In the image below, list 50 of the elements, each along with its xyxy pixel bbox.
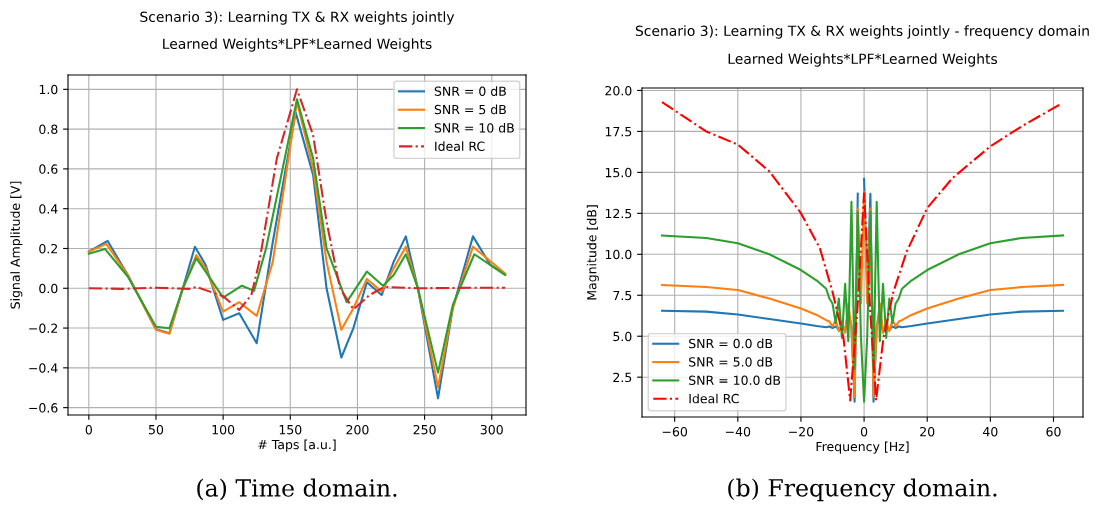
- y-axis-title: Magnitude [dB]: [586, 205, 599, 300]
- y-tick-label: −0.6: [29, 403, 58, 413]
- chart-subtitle: Learned Weights*LPF*Learned Weights: [163, 38, 432, 52]
- text: (b) Frequency domain.: [728, 478, 997, 502]
- y-tick-label: 17.5: [605, 127, 632, 137]
- y-tick-label: 5.0: [613, 331, 632, 342]
- x-tick-label: 50: [148, 424, 164, 435]
- y-tick-label: 0.8: [39, 124, 58, 135]
- x-tick-label: 100: [212, 424, 235, 435]
- legend-label: SNR = 5 dB: [434, 104, 506, 115]
- legend-label: SNR = 0.0 dB: [689, 338, 773, 349]
- x-tick-label: 0: [85, 424, 92, 435]
- y-tick-label: 15.0: [605, 167, 632, 178]
- legend-label: SNR = 0 dB: [434, 86, 506, 96]
- legend-label: Ideal RC: [689, 393, 739, 404]
- y-tick-label: 0.0: [39, 283, 58, 294]
- x-tick-label: 40: [983, 426, 998, 437]
- x-tick-label: −20: [789, 426, 814, 437]
- legend-label: SNR = 10 dB: [434, 122, 514, 133]
- line-series: [661, 101, 1061, 402]
- x-axis-title: # Taps [a.u.]: [258, 439, 336, 452]
- y-tick-label: 2.5: [613, 372, 632, 383]
- x-tick-label: 0: [860, 426, 868, 437]
- y-tick-label: 12.5: [605, 208, 632, 219]
- chart-title: Scenario 3): Learning TX & RX weights jointly: [140, 11, 455, 25]
- text: (a) Time domain.: [197, 478, 397, 501]
- y-tick-label: 7.5: [613, 290, 632, 301]
- x-tick-label: −60: [662, 426, 688, 437]
- y-tick-label: 0.4: [39, 204, 58, 214]
- legend-label: SNR = 5.0 dB: [689, 356, 773, 367]
- chart-title: Scenario 3): Learning TX & RX weights jointly - frequency domain: [635, 25, 1089, 39]
- y-tick-label: 20.0: [605, 85, 632, 96]
- x-tick-label: −40: [725, 426, 751, 437]
- x-tick-label: 300: [480, 424, 503, 435]
- x-tick-label: 20: [920, 426, 935, 437]
- x-tick-label: 200: [346, 424, 369, 435]
- y-axis-title: Signal Amplitude [V]: [10, 181, 23, 309]
- legend-label: Ideal RC: [435, 141, 485, 151]
- chart-subtitle: Learned Weights*LPF*Learned Weights: [728, 53, 998, 67]
- y-tick-label: −0.4: [29, 363, 58, 373]
- y-tick-label: −0.2: [29, 323, 58, 333]
- legend-label: SNR = 10.0 dB: [689, 375, 781, 385]
- x-tick-label: 150: [279, 424, 302, 435]
- y-tick-label: 10.0: [605, 249, 632, 260]
- y-tick-label: 0.6: [39, 164, 58, 174]
- x-axis-title: Frequency [Hz]: [816, 441, 909, 454]
- y-tick-label: 1.0: [39, 84, 58, 95]
- y-tick-label: 0.2: [39, 243, 58, 254]
- x-tick-label: 60: [1046, 426, 1061, 437]
- x-tick-label: 250: [413, 424, 436, 435]
